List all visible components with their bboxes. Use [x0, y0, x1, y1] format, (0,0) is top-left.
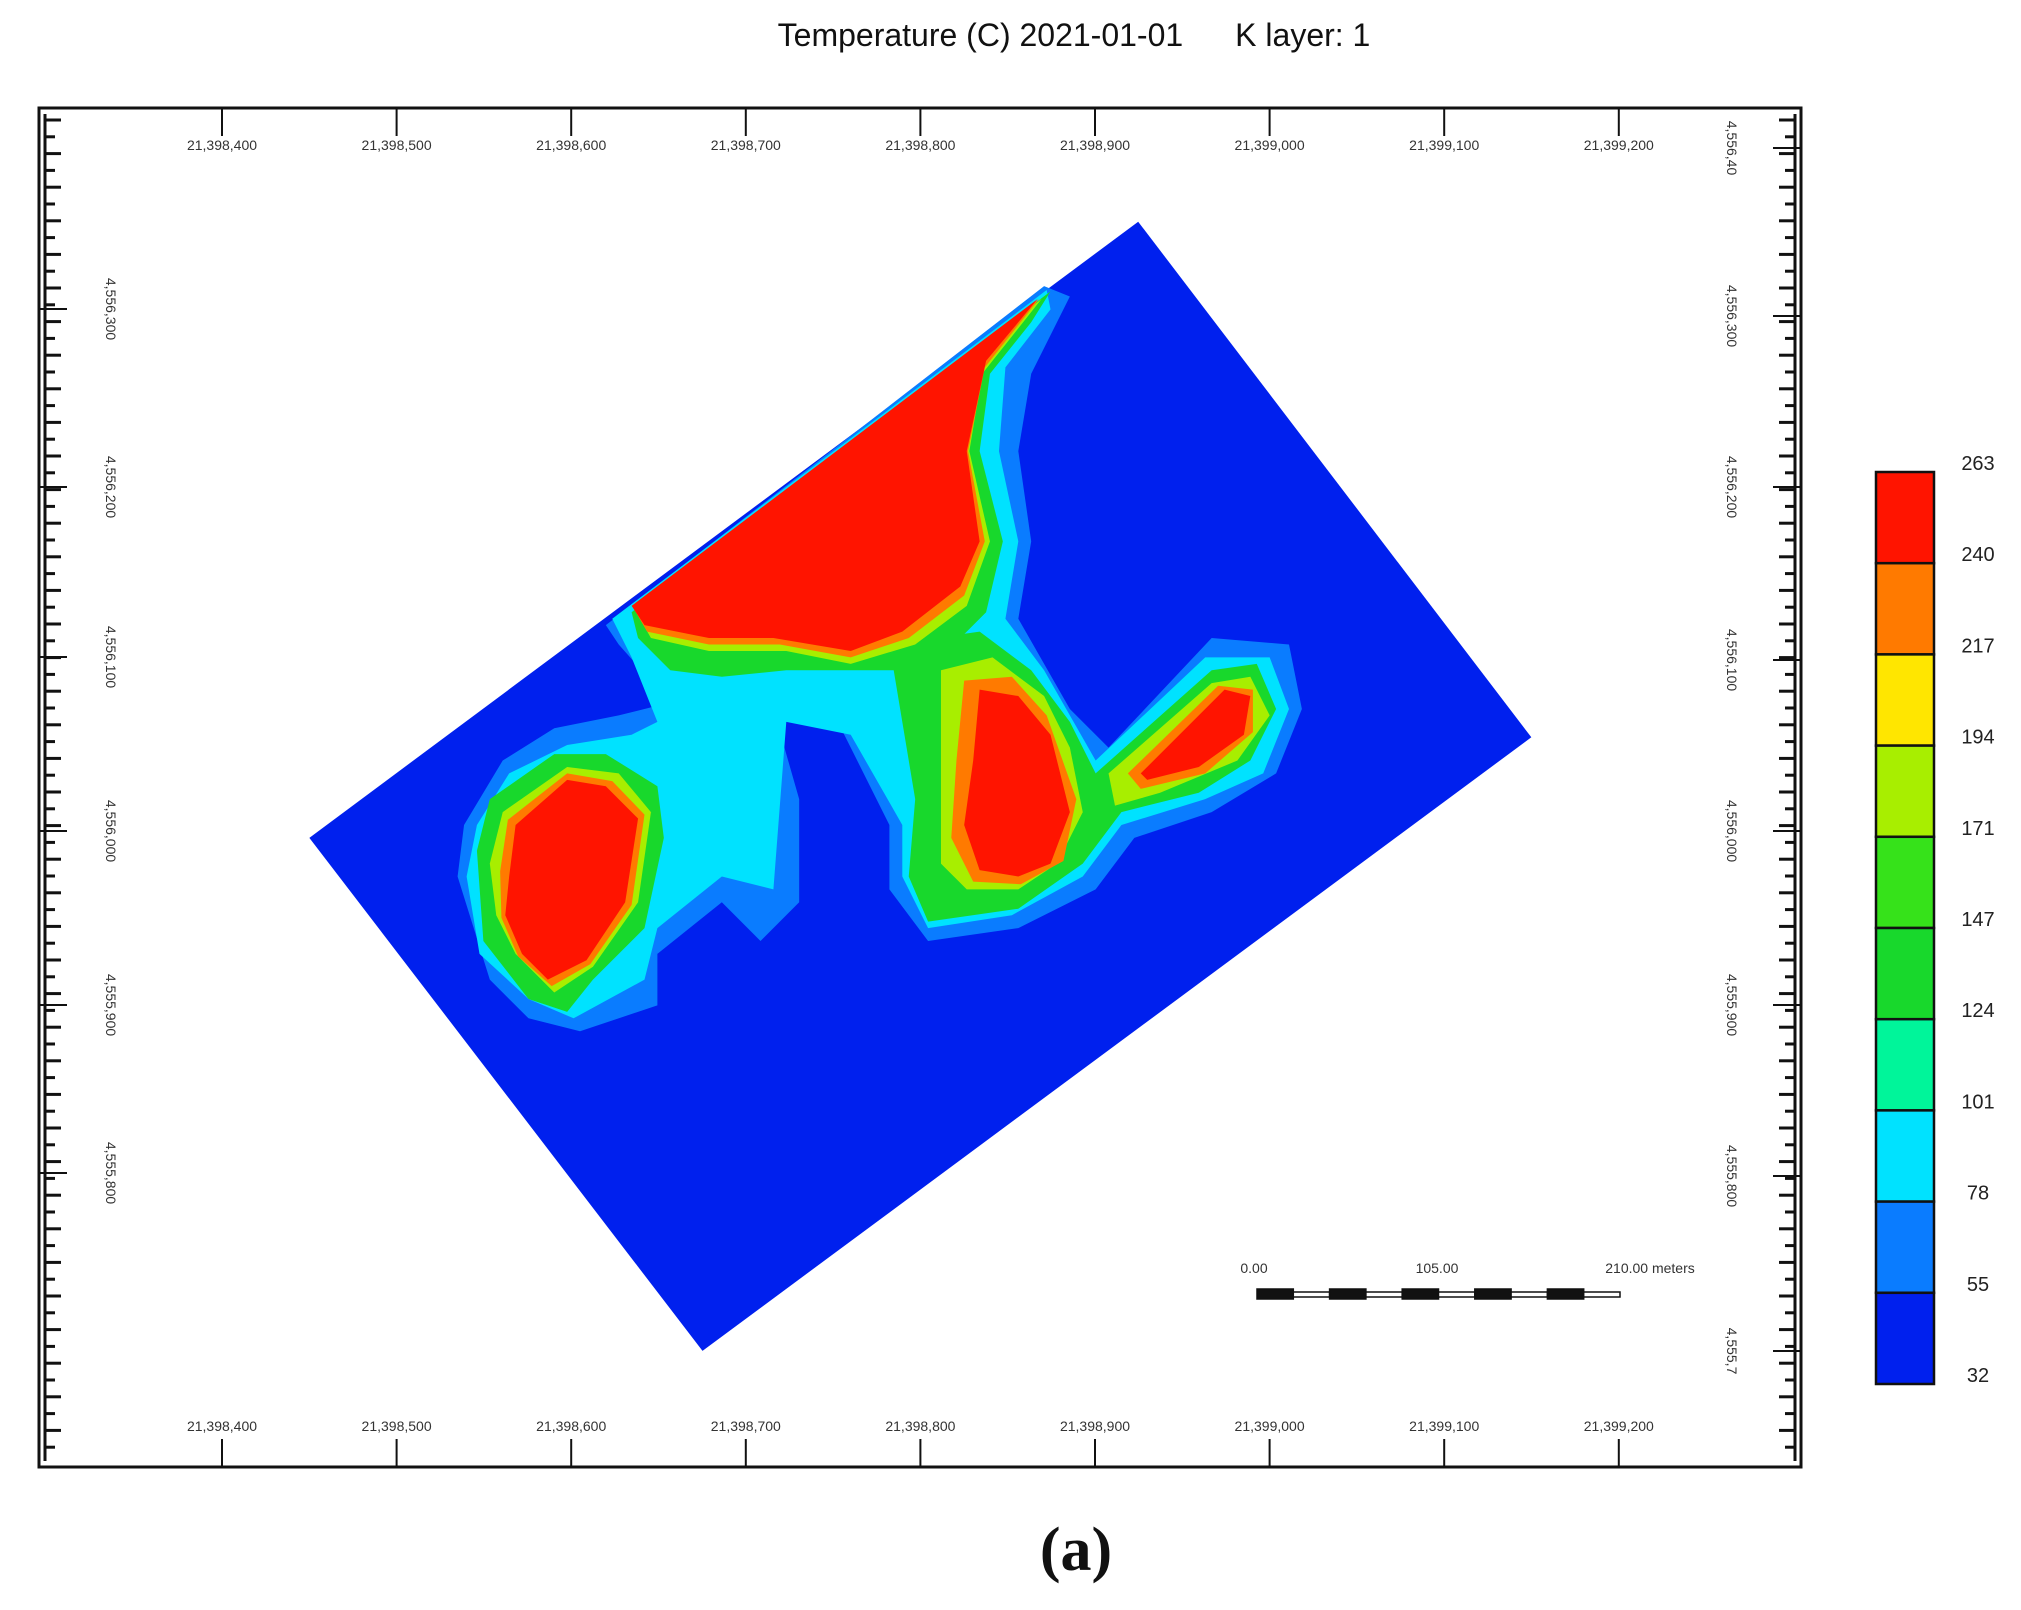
- x-tick-label-bottom: 21,398,900: [1060, 1418, 1130, 1434]
- title: Temperature (C) 2021-01-01 K layer: 1: [778, 17, 1371, 53]
- field-zone: [1140, 689, 1251, 780]
- colorbar-band: [1874, 470, 1936, 565]
- x-tick-label-top: 21,398,600: [536, 137, 606, 153]
- y-tick-label-right: 4,556,200: [1724, 456, 1740, 518]
- colorbar-band: [1874, 835, 1936, 930]
- colorbar-label: 217: [1961, 635, 1994, 657]
- x-tick-label-top: 21,398,500: [362, 137, 432, 153]
- y-tick-label-left: 4,556,300: [103, 278, 119, 340]
- scale-segment: [1328, 1288, 1367, 1300]
- field-zone: [964, 689, 1070, 877]
- colorbar-band: [1874, 1109, 1936, 1203]
- scale-segment: [1256, 1288, 1295, 1300]
- colorbar-label: 263: [1961, 453, 1994, 475]
- colorbar-label: 101: [1961, 1091, 1994, 1113]
- layer-label: K layer: 1: [1235, 17, 1370, 53]
- y-tick-label-left: 4,555,900: [103, 974, 119, 1036]
- x-tick-label-bottom: 21,398,700: [711, 1418, 781, 1434]
- colorbar-band: [1874, 653, 1936, 747]
- scale-segment: [1365, 1291, 1403, 1298]
- scale-segment: [1401, 1288, 1440, 1300]
- x-tick-label-top: 21,399,200: [1584, 137, 1654, 153]
- y-tick-label-left: 4,555,800: [103, 1142, 119, 1204]
- y-tick-label-right: 4,556,000: [1724, 800, 1740, 862]
- y-tick-label-left: 4,556,100: [103, 626, 119, 688]
- scale-segment: [1292, 1291, 1331, 1298]
- colorbar-label: 147: [1961, 909, 1994, 931]
- colorbar-label: 124: [1961, 1000, 1994, 1022]
- y-tick-label-left: 4,556,000: [103, 800, 119, 862]
- colorbar-band: [1874, 926, 1936, 1021]
- x-tick-label-bottom: 21,399,100: [1409, 1418, 1479, 1434]
- y-tick-label-left: 4,556,200: [103, 456, 119, 518]
- y-tick-label-right: 4,555,7: [1724, 1328, 1740, 1375]
- colorbar-label: 240: [1961, 544, 1994, 566]
- y-tick-label-right: 4,555,900: [1724, 974, 1740, 1036]
- x-tick-label-bottom: 21,399,000: [1235, 1418, 1305, 1434]
- scale-label: 210.00 meters: [1605, 1260, 1695, 1276]
- x-tick-label-bottom: 21,398,500: [362, 1418, 432, 1434]
- y-tick-label-right: 4,555,800: [1724, 1145, 1740, 1207]
- y-tick-label-right: 4,556,100: [1724, 629, 1740, 691]
- y-tick-label-right: 4,556,40: [1724, 121, 1740, 176]
- x-tick-label-bottom: 21,398,400: [187, 1418, 257, 1434]
- x-tick-label-top: 21,398,400: [187, 137, 257, 153]
- temperature-field: [309, 221, 1532, 1351]
- colorbar-label: 32: [1967, 1365, 1989, 1387]
- x-tick-label-bottom: 21,399,200: [1584, 1418, 1654, 1434]
- field-zone: [505, 779, 639, 980]
- y-tick-label-right: 4,556,300: [1724, 285, 1740, 347]
- x-tick-label-top: 21,398,800: [885, 137, 955, 153]
- scale-label: 105.00: [1416, 1260, 1459, 1276]
- colorbar-label: 55: [1967, 1274, 1989, 1296]
- colorbar-band: [1874, 744, 1936, 839]
- colorbar-label: 78: [1967, 1183, 1989, 1205]
- colorbar-band: [1874, 1200, 1936, 1295]
- x-tick-label-top: 21,398,700: [711, 137, 781, 153]
- field-zone: [631, 299, 1038, 651]
- colorbar-label: 194: [1961, 727, 1994, 749]
- caption: (a): [1040, 1516, 1112, 1584]
- colorbar-band: [1874, 1017, 1936, 1112]
- x-tick-label-bottom: 21,398,600: [536, 1418, 606, 1434]
- scale-segment: [1437, 1291, 1476, 1298]
- scale-segment: [1510, 1291, 1549, 1298]
- x-tick-label-top: 21,399,000: [1235, 137, 1305, 153]
- title-text: Temperature (C) 2021-01-01: [778, 17, 1184, 53]
- colorbar-label: 171: [1961, 818, 1994, 840]
- scale-segment: [1546, 1288, 1585, 1300]
- x-tick-label-top: 21,398,900: [1060, 137, 1130, 153]
- x-tick-label-top: 21,399,100: [1409, 137, 1479, 153]
- scale-label: 0.00: [1240, 1260, 1267, 1276]
- scale-segment: [1474, 1288, 1512, 1300]
- colorbar-band: [1874, 561, 1936, 656]
- colorbar-band: [1874, 1291, 1936, 1386]
- scale-segment: [1582, 1291, 1621, 1298]
- x-tick-label-bottom: 21,398,800: [885, 1418, 955, 1434]
